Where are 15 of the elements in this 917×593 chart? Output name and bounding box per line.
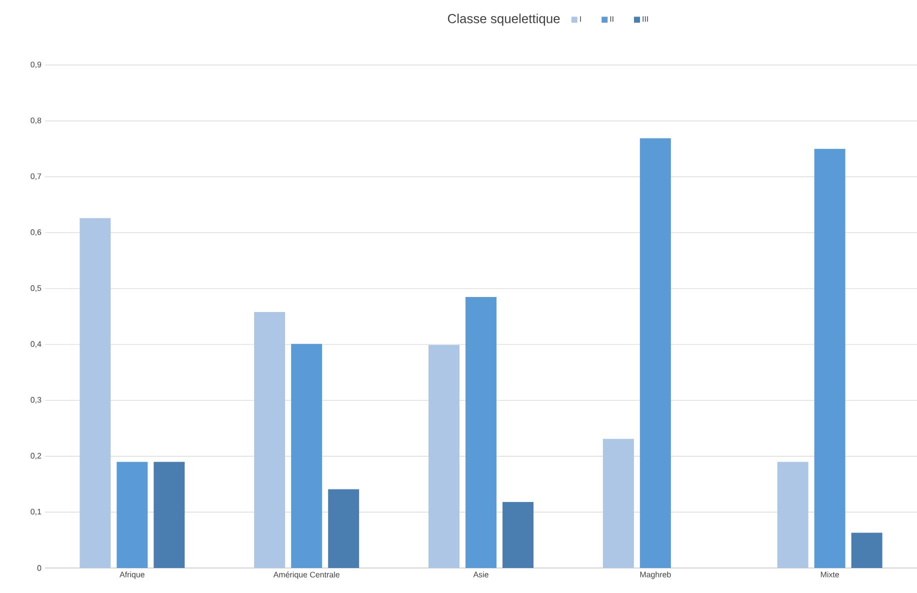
bar <box>851 532 882 568</box>
bar <box>328 489 360 568</box>
bar <box>80 218 111 568</box>
bar <box>428 345 460 568</box>
bar <box>602 438 634 568</box>
bar <box>502 502 534 568</box>
bar <box>640 138 671 568</box>
bar <box>154 462 185 568</box>
bar <box>814 148 846 568</box>
bar <box>254 312 286 568</box>
bar <box>466 296 497 568</box>
bar <box>777 462 808 568</box>
bar <box>291 344 322 568</box>
legend-title: Classe squelettique <box>448 14 560 26</box>
bar <box>116 462 148 568</box>
